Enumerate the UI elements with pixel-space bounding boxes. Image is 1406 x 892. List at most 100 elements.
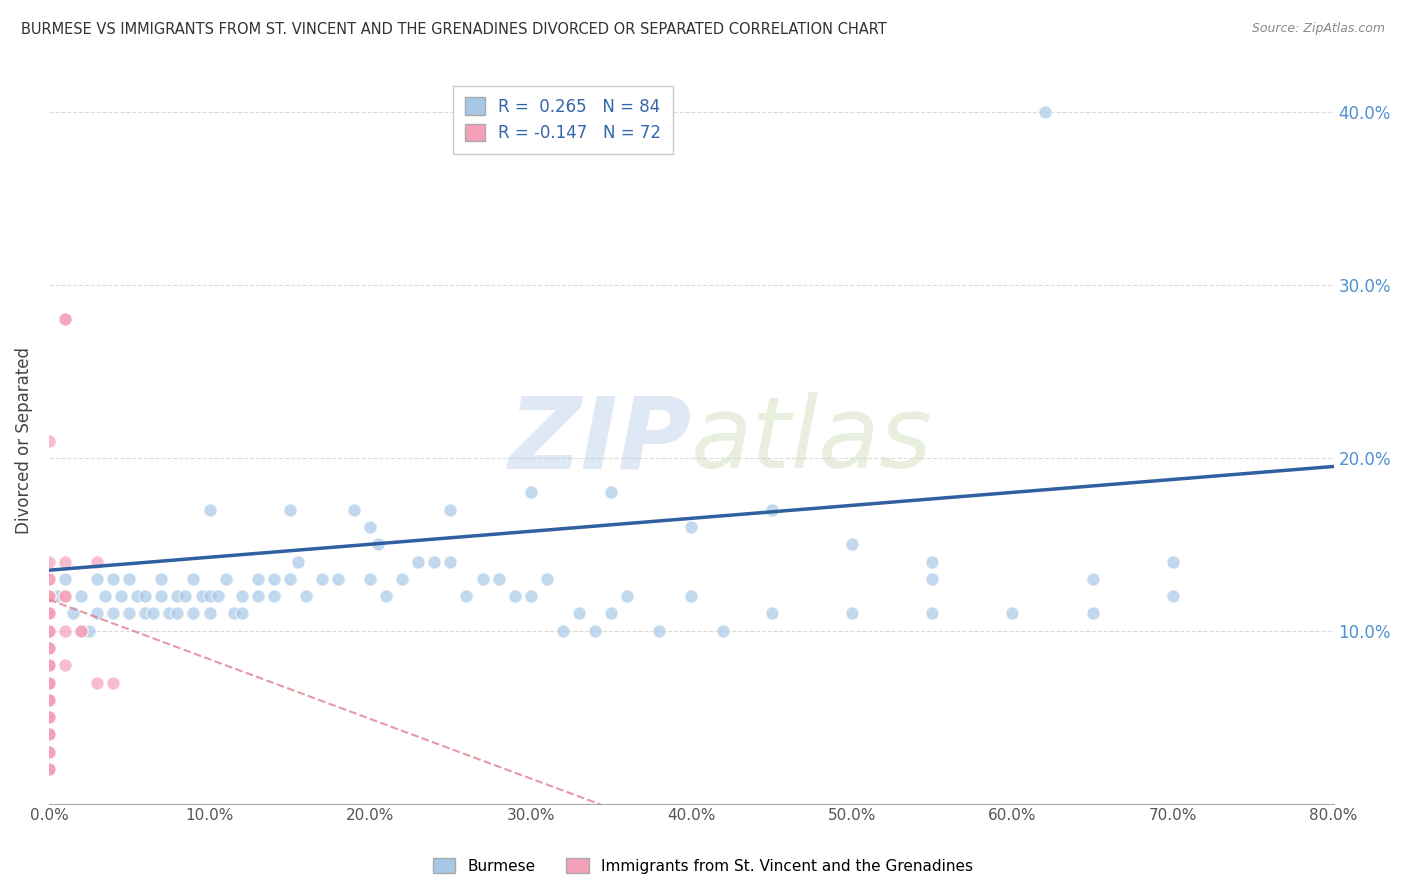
Point (134, 607, 156, 621)
Point (142, 607, 165, 621)
Point (38, 624, 60, 638)
Point (38, 762, 60, 776)
Point (326, 572, 349, 586)
Point (38, 727, 60, 741)
Point (38, 727, 60, 741)
Point (38, 710, 60, 724)
Point (681, 589, 703, 603)
Point (263, 589, 285, 603)
Point (118, 607, 141, 621)
Point (38, 745, 60, 759)
Text: Source: ZipAtlas.com: Source: ZipAtlas.com (1251, 22, 1385, 36)
Point (53, 312, 76, 326)
Text: atlas: atlas (692, 392, 934, 489)
Point (648, 624, 671, 638)
Point (190, 589, 212, 603)
Legend: Burmese, Immigrants from St. Vincent and the Grenadines: Burmese, Immigrants from St. Vincent and… (426, 852, 980, 880)
Point (38, 745, 60, 759)
Point (38, 693, 60, 707)
Point (1161, 555, 1184, 569)
Point (222, 607, 245, 621)
Point (214, 572, 236, 586)
Point (38, 572, 60, 586)
Point (38, 658, 60, 673)
Point (38, 710, 60, 724)
Point (38, 745, 60, 759)
Point (157, 607, 180, 621)
Text: BURMESE VS IMMIGRANTS FROM ST. VINCENT AND THE GRENADINES DIVORCED OR SEPARATED : BURMESE VS IMMIGRANTS FROM ST. VINCENT A… (21, 22, 887, 37)
Point (536, 572, 558, 586)
Point (488, 572, 510, 586)
Point (1001, 607, 1024, 621)
Point (110, 589, 132, 603)
Point (1081, 572, 1104, 586)
Point (359, 520, 381, 534)
Point (600, 485, 623, 500)
Point (38, 658, 60, 673)
Point (38, 675, 60, 690)
Point (134, 589, 156, 603)
Point (456, 589, 478, 603)
Point (311, 572, 333, 586)
Point (38, 675, 60, 690)
Point (278, 502, 301, 516)
Point (287, 555, 309, 569)
Point (38, 762, 60, 776)
Point (761, 607, 783, 621)
Point (70, 589, 93, 603)
Point (38, 693, 60, 707)
Point (1081, 607, 1104, 621)
Point (150, 589, 173, 603)
Point (246, 589, 269, 603)
Point (367, 537, 389, 551)
Point (38, 710, 60, 724)
Point (38, 658, 60, 673)
Point (38, 607, 60, 621)
Point (103, 607, 125, 621)
Point (38, 675, 60, 690)
Point (38, 762, 60, 776)
Point (38, 624, 60, 638)
Point (278, 572, 301, 586)
Point (38, 624, 60, 638)
Point (38, 589, 60, 603)
Point (198, 589, 221, 603)
Point (86, 555, 108, 569)
Point (46, 589, 69, 603)
Point (38, 658, 60, 673)
Point (295, 589, 318, 603)
Text: ZIP: ZIP (509, 392, 692, 489)
Point (103, 572, 125, 586)
Point (70, 624, 93, 638)
Point (183, 607, 205, 621)
Point (38, 624, 60, 638)
Point (38, 624, 60, 638)
Point (103, 675, 125, 690)
Point (921, 607, 943, 621)
Point (38, 675, 60, 690)
Point (38, 572, 60, 586)
Point (38, 640, 60, 655)
Point (246, 572, 269, 586)
Point (94, 589, 117, 603)
Y-axis label: Divorced or Separated: Divorced or Separated (15, 347, 32, 534)
Point (471, 572, 494, 586)
Point (616, 589, 638, 603)
Point (38, 607, 60, 621)
Point (1033, 105, 1056, 120)
Point (921, 555, 943, 569)
Point (600, 607, 623, 621)
Point (38, 675, 60, 690)
Point (38, 762, 60, 776)
Point (681, 520, 703, 534)
Point (503, 589, 526, 603)
Point (38, 693, 60, 707)
Point (423, 555, 446, 569)
Point (408, 555, 430, 569)
Point (38, 658, 60, 673)
Point (568, 607, 591, 621)
Point (127, 589, 149, 603)
Point (70, 624, 93, 638)
Point (38, 607, 60, 621)
Point (86, 572, 108, 586)
